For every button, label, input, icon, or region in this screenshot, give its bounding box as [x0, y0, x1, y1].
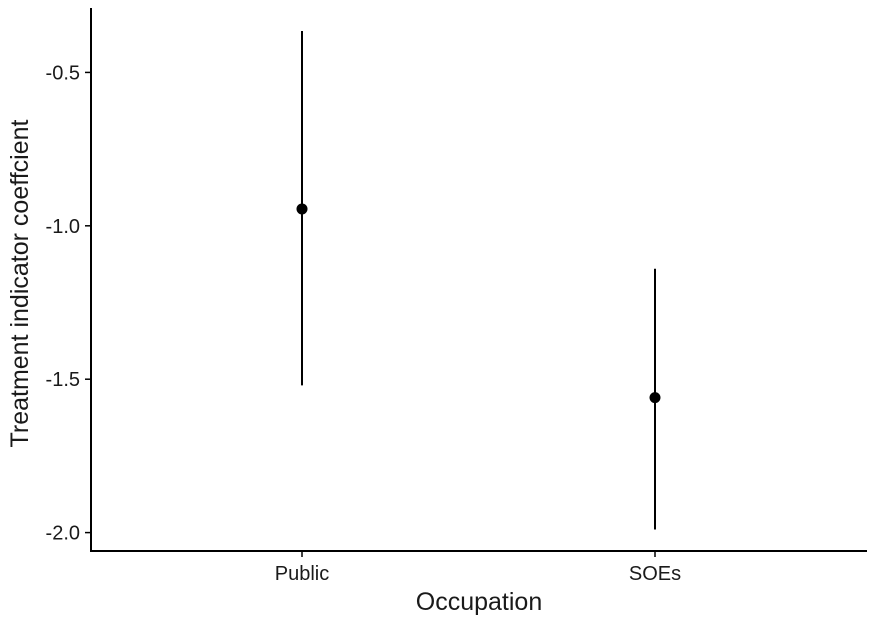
y-ticks: -2.0 -1.5 -1.0 -0.5 [46, 62, 91, 545]
point-public [296, 203, 308, 215]
point-soes [649, 392, 661, 404]
y-axis-title: Treatment indicator coeffcient [6, 119, 34, 447]
x-tick-label: Public [275, 563, 329, 585]
x-tick-label: SOEs [629, 563, 681, 585]
y-tick-label: -1.0 [46, 216, 80, 238]
y-tick-label: -2.0 [46, 523, 80, 545]
x-axis-title: Occupation [416, 588, 542, 616]
y-tick-label: -0.5 [46, 62, 80, 84]
plot-area [296, 31, 661, 530]
y-tick-label: -1.5 [46, 369, 80, 391]
x-ticks: Public SOEs [275, 551, 681, 585]
